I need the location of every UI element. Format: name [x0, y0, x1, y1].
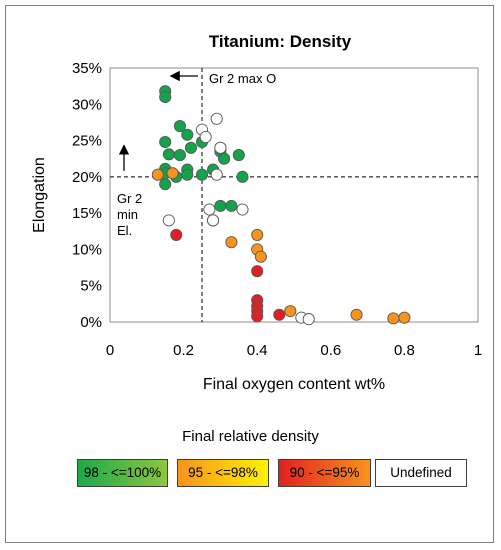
legend-item-95-98: 95 - <=98% — [177, 459, 269, 487]
data-point — [151, 168, 164, 181]
data-point — [218, 152, 231, 165]
x-axis-label: Final oxygen content wt% — [203, 376, 385, 393]
x-tick-label: 0.2 — [173, 342, 194, 359]
y-tick-labels: 0% 5% 10% 15% 20% 25% 30% 35% — [72, 60, 102, 331]
y-tick-label: 5% — [80, 278, 102, 295]
data-point — [232, 149, 245, 162]
y-tick-label: 15% — [72, 205, 102, 222]
data-point — [225, 236, 238, 249]
data-point — [181, 168, 194, 181]
data-point — [173, 120, 186, 133]
data-point — [214, 199, 227, 212]
y-axis-label: Elongation — [31, 157, 48, 233]
data-point — [273, 308, 286, 321]
data-point — [251, 265, 264, 278]
data-point — [199, 130, 212, 143]
data-point — [210, 168, 223, 181]
reference-lines: Gr 2 max O Gr 2 min El. — [110, 68, 478, 322]
data-point — [284, 305, 297, 318]
data-point — [195, 168, 209, 181]
legend-title: Final relative density — [182, 428, 319, 445]
data-point — [350, 308, 363, 321]
y-tick-label: 0% — [80, 314, 102, 331]
legend-item-98-100: 98 - <=100% — [77, 459, 168, 487]
data-point — [236, 203, 249, 216]
min-elongation-label: Gr 2 min El. — [117, 191, 142, 238]
data-point — [251, 228, 264, 241]
data-point — [398, 311, 411, 324]
legend-item-undefined: Undefined — [375, 459, 467, 487]
data-point — [203, 203, 216, 216]
max-oxygen-label: Gr 2 max O — [209, 71, 276, 86]
data-point — [159, 178, 172, 191]
x-tick-label: 0.4 — [247, 342, 268, 359]
x-tick-labels: 0 0.2 0.4 0.6 0.8 1 — [106, 342, 482, 359]
plot-area — [109, 67, 479, 323]
data-point — [159, 135, 172, 149]
y-tick-label: 35% — [72, 60, 102, 77]
data-point — [210, 112, 223, 125]
x-tick-label: 1 — [474, 342, 482, 359]
y-tick-label: 10% — [72, 241, 102, 258]
data-point — [162, 214, 175, 227]
data-point — [173, 149, 186, 162]
data-point — [166, 167, 179, 180]
data-point — [181, 128, 194, 141]
x-tick-label: 0 — [106, 342, 114, 359]
data-point — [159, 90, 172, 104]
x-tick-label: 0.8 — [394, 342, 415, 359]
data-point — [162, 148, 175, 161]
data-point — [225, 199, 238, 212]
chart-title: Titanium: Density — [209, 32, 352, 51]
data-point — [302, 313, 315, 326]
legend-item-90-95: 90 - <=95% — [278, 459, 371, 487]
data-point — [184, 141, 198, 154]
y-tick-label: 20% — [72, 169, 102, 186]
data-point — [214, 141, 227, 154]
data-point — [254, 250, 267, 263]
y-tick-label: 25% — [72, 133, 102, 150]
x-tick-label: 0.6 — [320, 342, 341, 359]
data-point — [206, 214, 220, 227]
data-points — [151, 85, 411, 326]
data-point — [236, 170, 249, 183]
data-point — [251, 310, 264, 323]
scatter-chart: Titanium: Density 0% 5% 10% 15% 20% 25% 30% 35%… — [31, 32, 482, 393]
data-point — [170, 228, 183, 241]
y-tick-label: 30% — [72, 96, 102, 113]
data-point — [387, 312, 400, 325]
chart-frame — [5, 5, 494, 543]
